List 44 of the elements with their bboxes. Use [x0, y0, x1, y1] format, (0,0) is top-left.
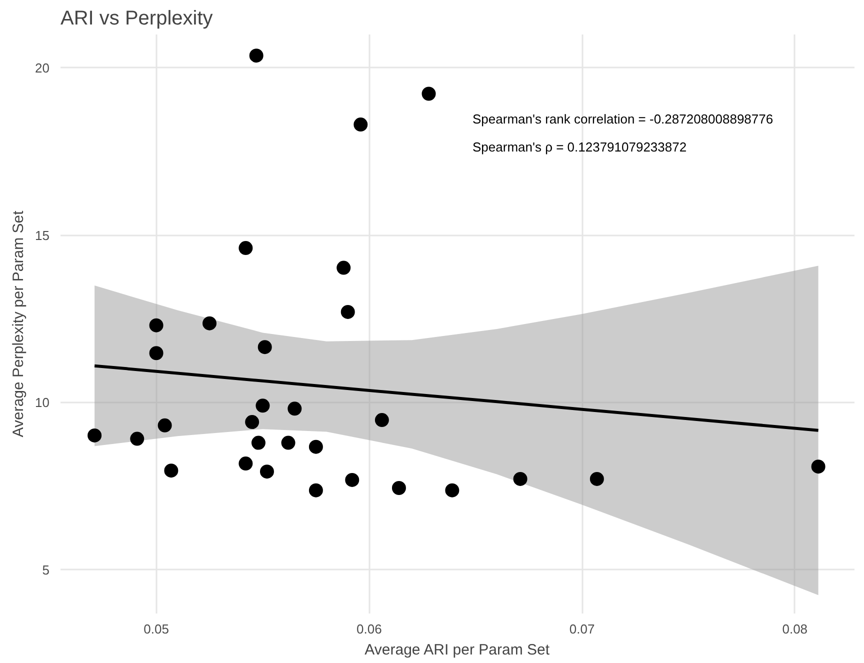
point [374, 413, 389, 428]
point [445, 483, 460, 498]
x-tick-label: 0.07 [569, 622, 595, 636]
point [308, 483, 323, 498]
point [345, 472, 360, 487]
chart-title: ARI vs Perplexity [60, 8, 213, 30]
point [130, 432, 144, 446]
point [249, 48, 264, 63]
point [281, 436, 296, 450]
point [513, 472, 528, 486]
point [245, 415, 260, 430]
line-series [93, 364, 820, 432]
annotation: Spearman's ρ = 0.123791079233872 [472, 140, 687, 154]
point [340, 304, 355, 319]
point [251, 436, 266, 450]
point [88, 428, 102, 442]
point [422, 86, 436, 101]
x-tick-label: 0.05 [144, 622, 169, 636]
y-tick-label: 10 [35, 395, 50, 410]
y-tick-label: 20 [35, 60, 50, 76]
point [590, 472, 604, 486]
point [238, 456, 253, 471]
point [258, 340, 272, 354]
point [288, 402, 302, 416]
point [336, 260, 351, 275]
point [149, 346, 164, 360]
point [238, 241, 253, 256]
point [308, 440, 323, 454]
point [260, 464, 274, 479]
y-tick-label: 15 [35, 228, 50, 243]
annotation: Spearman's rank correlation = -0.287208008898776 [472, 112, 774, 126]
point [811, 460, 826, 474]
point [256, 398, 270, 413]
point [202, 316, 217, 330]
y-axis-title: Average Perplexity per Param Set [10, 210, 28, 438]
point [354, 118, 368, 132]
point [158, 418, 172, 432]
x-tick-label: 0.06 [356, 622, 382, 636]
x-tick-label: 0.08 [782, 622, 808, 636]
point [149, 318, 164, 332]
point [392, 481, 406, 495]
point [164, 464, 178, 478]
x-axis-title: Average ARI per Param Set [364, 642, 550, 658]
y-tick-label: 5 [42, 562, 50, 578]
